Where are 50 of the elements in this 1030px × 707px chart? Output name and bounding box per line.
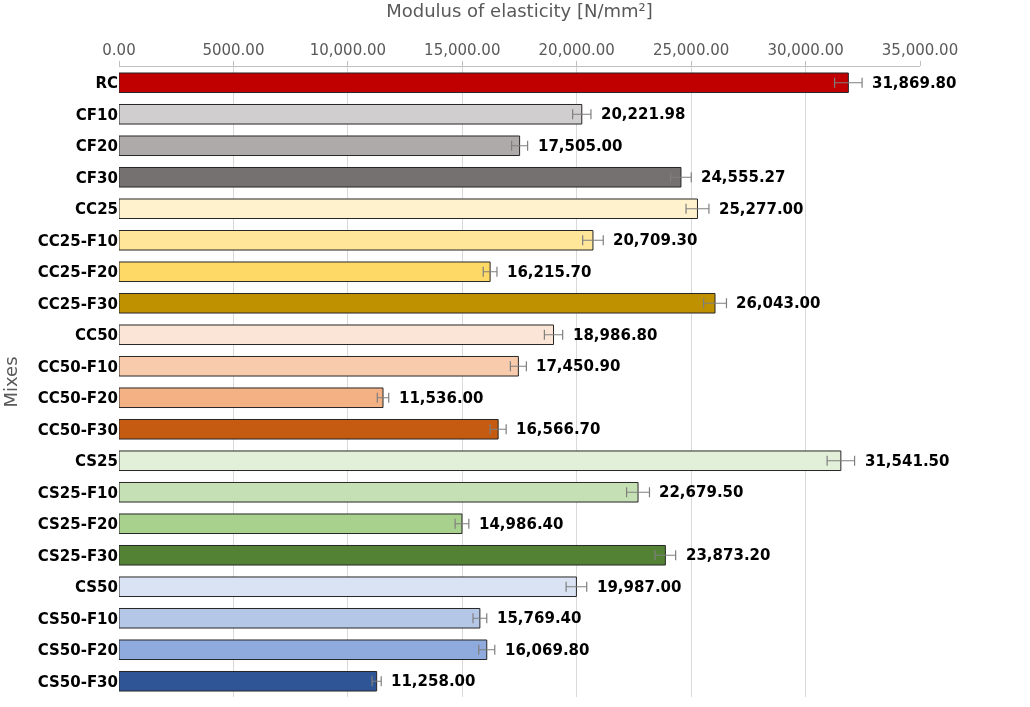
data-label: 19,987.00 <box>597 578 682 596</box>
y-tick-label: CC25 <box>75 200 118 218</box>
data-label: 15,769.40 <box>497 609 582 627</box>
x-axis-title: Modulus of elasticity [N/mm²] <box>386 0 653 22</box>
data-label: 25,277.00 <box>719 200 804 218</box>
y-tick-label: CC50-F10 <box>37 357 118 376</box>
y-tick-label: CF30 <box>75 168 118 187</box>
y-tick-label: CS50-F30 <box>37 672 118 691</box>
data-label: 31,541.50 <box>865 452 950 470</box>
y-axis-title: Mixes <box>0 356 21 408</box>
y-tick-label: CC25-F30 <box>37 294 118 313</box>
data-label: 16,566.70 <box>516 420 601 438</box>
y-tick-label: CC50-F30 <box>37 420 118 439</box>
y-tick-label: CS25-F10 <box>37 483 118 502</box>
y-tick-label: CC25-F20 <box>37 263 118 281</box>
y-tick-label: CF10 <box>75 105 118 124</box>
data-label: 16,069.80 <box>505 641 590 659</box>
data-label: 22,679.50 <box>659 483 744 501</box>
data-label: 31,869.80 <box>872 74 957 92</box>
data-label: 11,536.00 <box>399 389 484 407</box>
y-tick-label: CS50-F20 <box>37 641 118 659</box>
data-label: 24,555.27 <box>701 168 786 186</box>
y-tick-label: CS25-F30 <box>37 546 118 565</box>
y-tick-label: CC50 <box>75 326 118 344</box>
data-label: 26,043.00 <box>736 294 821 312</box>
y-tick-label: CS25-F20 <box>37 515 118 533</box>
x-tick-label: 10,000.00 <box>309 41 387 59</box>
x-tick-label: 30,000.00 <box>767 41 844 59</box>
x-tick-label: 0.00 <box>102 41 136 59</box>
y-tick-label: CF20 <box>75 137 118 155</box>
y-tick-label: CC50-F20 <box>37 389 118 407</box>
x-tick-label: 20,000.00 <box>538 41 615 59</box>
x-tick-label: 35,000.00 <box>881 41 959 59</box>
x-tick-label: 25,000.00 <box>652 41 730 59</box>
data-label: 17,505.00 <box>538 137 623 155</box>
x-tick-label: 5000.00 <box>202 41 265 59</box>
data-label: 18,986.80 <box>573 326 658 344</box>
data-label: 11,258.00 <box>391 672 476 690</box>
y-tick-label: CC25-F10 <box>37 231 118 250</box>
data-label: 20,709.30 <box>613 231 698 249</box>
data-label: 14,986.40 <box>479 515 564 533</box>
y-tick-label: RC <box>95 74 118 92</box>
data-label: 20,221.98 <box>601 105 686 123</box>
y-tick-label: CS50-F10 <box>37 609 118 628</box>
data-label: 16,215.70 <box>507 263 592 281</box>
y-tick-label: CS25 <box>75 452 118 470</box>
data-label: 17,450.90 <box>536 357 621 375</box>
y-tick-label: CS50 <box>75 578 118 596</box>
x-tick-label: 15,000.00 <box>424 41 501 59</box>
data-label: 23,873.20 <box>686 546 771 564</box>
